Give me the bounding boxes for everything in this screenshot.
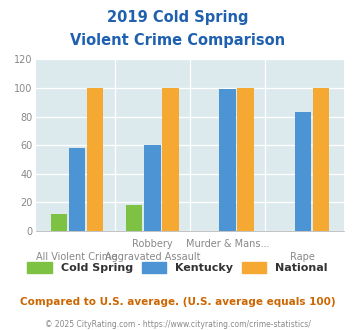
Bar — [313, 88, 329, 231]
Text: Compared to U.S. average. (U.S. average equals 100): Compared to U.S. average. (U.S. average … — [20, 297, 335, 307]
Text: Murder & Mans...: Murder & Mans... — [186, 239, 269, 249]
Text: Aggravated Assault: Aggravated Assault — [104, 252, 200, 262]
Bar — [237, 88, 254, 231]
Text: © 2025 CityRating.com - https://www.cityrating.com/crime-statistics/: © 2025 CityRating.com - https://www.city… — [45, 320, 310, 329]
Text: 2019 Cold Spring: 2019 Cold Spring — [107, 10, 248, 25]
Text: Violent Crime Comparison: Violent Crime Comparison — [70, 33, 285, 48]
Bar — [162, 88, 179, 231]
Bar — [50, 214, 67, 231]
Bar — [144, 145, 160, 231]
Bar — [126, 205, 142, 231]
Legend: Cold Spring, Kentucky, National: Cold Spring, Kentucky, National — [27, 262, 328, 273]
Bar — [87, 88, 103, 231]
Text: All Violent Crime: All Violent Crime — [36, 252, 118, 262]
Bar — [69, 148, 85, 231]
Text: Rape: Rape — [290, 252, 315, 262]
Bar — [295, 112, 311, 231]
Bar — [219, 89, 236, 231]
Text: Robbery: Robbery — [132, 239, 173, 249]
